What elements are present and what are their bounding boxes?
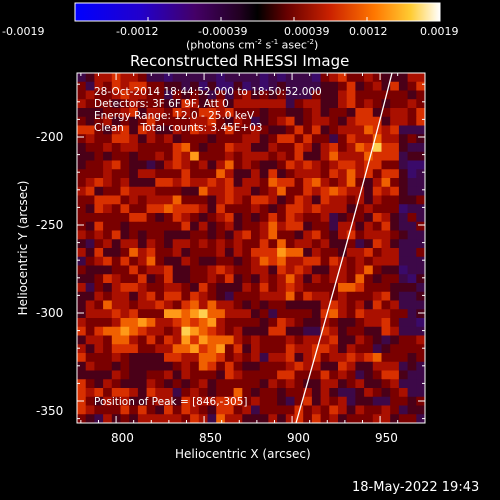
axis-ticks bbox=[77, 73, 425, 423]
y-axis-label: Heliocentric Y (arcsec) bbox=[16, 180, 30, 316]
solar-limb-line bbox=[295, 73, 393, 423]
colorbar-tick-label: 0.00039 bbox=[284, 25, 330, 38]
colorbar bbox=[75, 3, 440, 21]
plot-title: Reconstructed RHESSI Image bbox=[130, 52, 350, 70]
colorbar-tick-label: -0.0019 bbox=[2, 25, 45, 38]
colorbar-tick-label: -0.0012 bbox=[116, 25, 159, 38]
y-tick-label: -200 bbox=[36, 130, 64, 144]
footer-date: 18-May-2022 19:43 bbox=[352, 480, 480, 495]
x-tick-label: 800 bbox=[111, 431, 134, 445]
info-line: Energy Range: 12.0 - 25.0 keV bbox=[94, 110, 255, 122]
y-tick-label: -250 bbox=[36, 218, 64, 232]
y-tick-label: -350 bbox=[36, 404, 64, 418]
info-line: Clean Total counts: 3.45E+03 bbox=[94, 122, 263, 134]
colorbar-tick-label: 0.0012 bbox=[349, 25, 388, 38]
plot-frame bbox=[76, 72, 426, 424]
x-tick-label: 850 bbox=[199, 431, 222, 445]
colorbar-frame bbox=[74, 2, 441, 22]
info-line: Detectors: 3F 6F 9F, Att 0 bbox=[94, 98, 229, 110]
colorbar-tick-label: 0.0019 bbox=[420, 25, 459, 38]
info-line: 28-Oct-2014 18:44:52.000 to 18:50:52.000 bbox=[94, 86, 322, 98]
colorbar-tick-label: -0.00039 bbox=[198, 25, 248, 38]
y-tick-label: -300 bbox=[36, 306, 64, 320]
x-axis-label: Heliocentric X (arcsec) bbox=[175, 447, 311, 461]
peak-position-label: Position of Peak = [846,-305] bbox=[94, 396, 248, 408]
colorbar-unit-label: (photons cm-2 s-1 asec-2) bbox=[186, 38, 319, 52]
colorbar-ticks bbox=[74, 17, 441, 21]
rhessi-image bbox=[77, 73, 425, 423]
x-tick-label: 950 bbox=[375, 431, 398, 445]
x-tick-label: 900 bbox=[287, 431, 310, 445]
